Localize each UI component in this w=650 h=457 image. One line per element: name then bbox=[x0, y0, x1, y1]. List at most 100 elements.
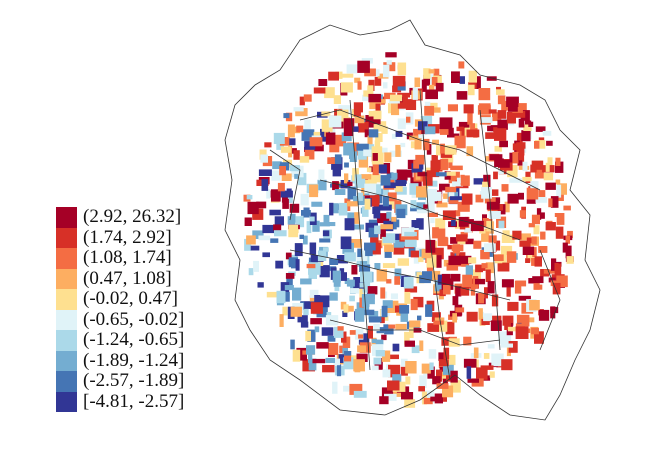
map-area bbox=[419, 340, 424, 351]
map-area bbox=[336, 255, 348, 264]
map-area bbox=[506, 251, 517, 263]
map-area bbox=[329, 202, 334, 216]
map-area bbox=[409, 327, 414, 338]
map-area bbox=[380, 316, 385, 324]
map-area bbox=[547, 157, 553, 166]
map-area bbox=[353, 359, 365, 372]
map-area bbox=[301, 129, 315, 141]
map-area bbox=[401, 227, 415, 237]
map-area bbox=[426, 254, 437, 268]
map-area bbox=[310, 318, 322, 325]
map-area bbox=[392, 343, 400, 352]
map-area bbox=[477, 105, 491, 115]
map-area bbox=[252, 208, 264, 220]
map-area bbox=[308, 358, 317, 371]
map-area bbox=[522, 176, 532, 182]
map-area bbox=[426, 170, 440, 178]
map-area bbox=[370, 230, 378, 237]
map-area bbox=[439, 367, 444, 372]
map-area bbox=[414, 77, 421, 88]
map-area bbox=[459, 76, 465, 84]
map-area bbox=[321, 327, 334, 336]
map-area bbox=[343, 143, 354, 156]
map-area bbox=[367, 325, 373, 339]
map-area bbox=[368, 110, 376, 117]
map-area bbox=[563, 205, 571, 211]
map-area bbox=[368, 219, 378, 224]
map-area bbox=[556, 213, 565, 225]
map-area bbox=[466, 129, 480, 138]
map-area bbox=[288, 225, 299, 238]
map-area bbox=[534, 331, 544, 344]
map-area bbox=[349, 151, 355, 159]
map-area bbox=[431, 270, 441, 281]
map-area bbox=[423, 68, 431, 79]
map-area bbox=[392, 75, 406, 87]
map-area bbox=[460, 175, 470, 186]
map-area bbox=[552, 282, 561, 295]
map-area bbox=[332, 270, 341, 283]
map-area bbox=[333, 282, 341, 287]
map-area bbox=[391, 102, 400, 116]
legend-label: (-1.24, -0.65] bbox=[83, 329, 185, 351]
map-area bbox=[386, 279, 392, 284]
map-area bbox=[448, 161, 453, 169]
map-area bbox=[450, 165, 463, 171]
map-area bbox=[344, 351, 352, 362]
map-area bbox=[393, 240, 405, 248]
legend-swatch bbox=[56, 309, 77, 330]
map-area bbox=[382, 195, 389, 207]
map-area bbox=[469, 269, 481, 280]
map-area bbox=[397, 62, 407, 76]
map-area bbox=[298, 172, 307, 186]
map-area bbox=[367, 194, 380, 207]
map-area bbox=[300, 321, 309, 328]
map-area bbox=[487, 344, 495, 349]
map-area bbox=[390, 217, 397, 230]
map-area bbox=[518, 192, 524, 200]
map-area bbox=[475, 278, 486, 285]
map-area bbox=[364, 183, 371, 194]
legend-item: [-4.81, -2.57] bbox=[56, 391, 184, 412]
map-area bbox=[373, 195, 380, 205]
map-area bbox=[421, 363, 431, 374]
map-area bbox=[491, 294, 499, 307]
map-area bbox=[340, 180, 351, 189]
map-area bbox=[364, 198, 371, 210]
map-area bbox=[447, 244, 453, 250]
map-areas bbox=[243, 52, 574, 408]
map-area bbox=[349, 383, 363, 395]
map-area bbox=[327, 335, 336, 342]
map-area bbox=[349, 330, 356, 335]
map-area bbox=[386, 211, 392, 219]
map-area bbox=[252, 230, 264, 239]
map-area bbox=[367, 174, 381, 183]
map-area bbox=[383, 324, 389, 332]
map-area bbox=[375, 350, 385, 357]
map-area bbox=[447, 127, 454, 136]
map-area bbox=[328, 71, 339, 81]
map-area bbox=[340, 73, 354, 78]
map-area bbox=[425, 89, 438, 100]
map-area bbox=[381, 126, 388, 134]
map-area bbox=[400, 310, 409, 322]
map-area bbox=[389, 199, 395, 209]
map-area bbox=[497, 262, 510, 272]
map-area bbox=[299, 96, 305, 106]
map-area bbox=[517, 160, 523, 166]
map-area bbox=[504, 201, 510, 213]
map-area bbox=[465, 265, 473, 276]
map-area bbox=[334, 154, 342, 164]
map-area bbox=[303, 309, 309, 316]
map-area bbox=[425, 199, 435, 213]
map-area bbox=[394, 181, 403, 192]
map-area bbox=[306, 221, 312, 234]
map-area bbox=[307, 329, 316, 342]
map-area bbox=[523, 124, 532, 131]
map-area bbox=[294, 173, 299, 179]
map-area bbox=[436, 145, 441, 156]
map-area bbox=[244, 238, 252, 251]
map-area bbox=[344, 162, 349, 168]
map-area bbox=[390, 293, 398, 300]
map-area bbox=[501, 279, 514, 288]
